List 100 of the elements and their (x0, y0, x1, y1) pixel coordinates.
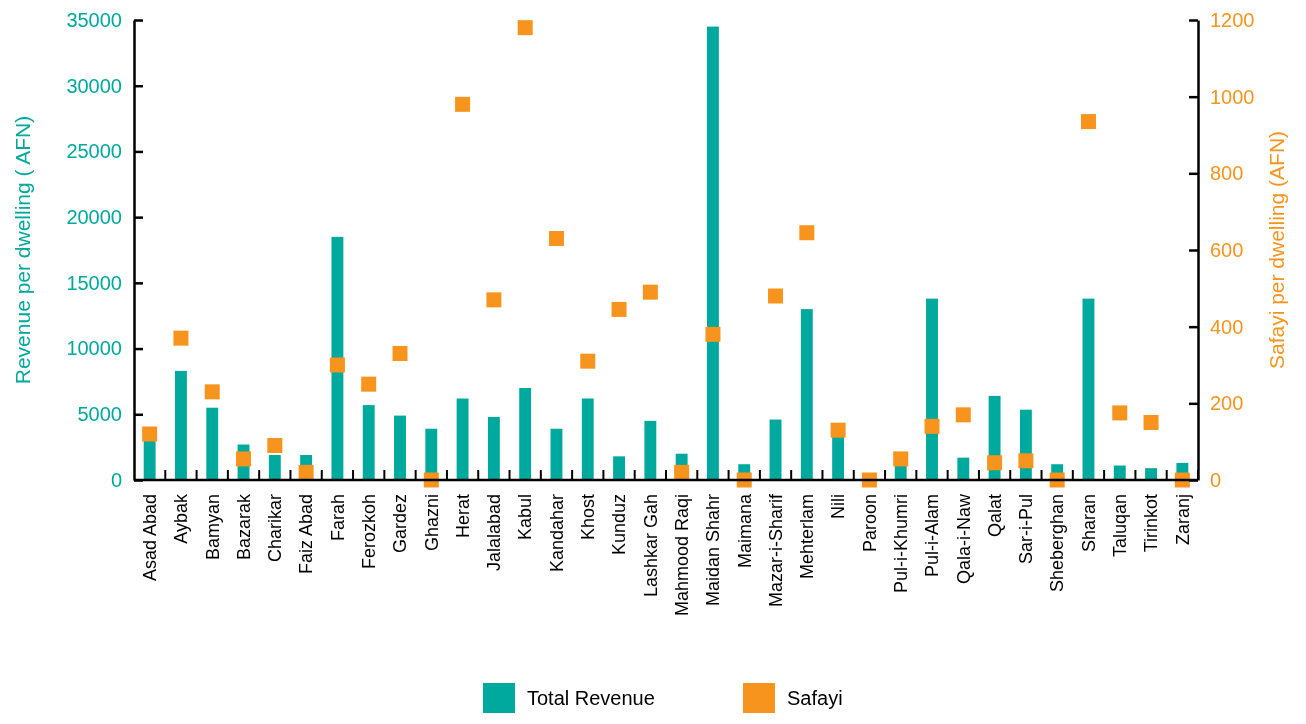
point (705, 326, 721, 342)
y2-tick-label: 200 (1210, 392, 1244, 415)
x-tick-label: Qala-i-Naw (953, 493, 974, 585)
x-tick-label: Bamyan (202, 494, 223, 561)
bar (206, 407, 219, 480)
y-tick-label: 15000 (66, 271, 122, 294)
x-tick-label: Mahmood Raqi (671, 494, 692, 617)
x-tick-label: Charikar (265, 494, 286, 563)
x-tick-label: Tirinkot (1141, 494, 1162, 553)
x-tick-label: Aybak (171, 493, 192, 544)
y2-tick-label: 0 (1210, 468, 1222, 491)
point (1080, 114, 1096, 130)
bar (550, 428, 563, 480)
bar (331, 236, 344, 480)
point (486, 292, 502, 308)
x-tick-label: Maidan Shahr (703, 494, 724, 607)
bar (175, 370, 187, 480)
x-tick-label: Asad Abad (139, 494, 160, 582)
bar (707, 26, 719, 480)
x-tick-label: Khost (578, 494, 599, 541)
y2-tick-label: 600 (1210, 238, 1244, 261)
point (955, 407, 971, 423)
x-tick-label: Sharan (1078, 494, 1099, 553)
y-axis-title: Revenue per dwelling ( AFN) (11, 115, 34, 385)
x-tick-label: Faiz Abad (296, 494, 317, 575)
x-tick-label: Kabul (515, 494, 536, 541)
bar (394, 415, 406, 480)
point (830, 422, 846, 438)
x-tick-label: Pul-i-Alam (922, 494, 943, 578)
point (329, 357, 345, 373)
y2-tick-label: 800 (1210, 162, 1244, 185)
bar (456, 398, 469, 480)
point (142, 426, 158, 442)
point (642, 284, 658, 300)
y-tick-label: 20000 (66, 206, 122, 229)
y2-tick-label: 400 (1210, 315, 1244, 338)
bar (581, 398, 594, 480)
y2-tick-label: 1000 (1210, 85, 1255, 108)
point (204, 384, 220, 400)
point (455, 96, 471, 112)
point (799, 225, 815, 241)
point (580, 353, 596, 369)
x-tick-label: Herat (452, 494, 473, 539)
point (1018, 453, 1034, 469)
x-tick-label: Paroon (859, 494, 880, 553)
x-tick-label: Kandahar (546, 494, 567, 573)
bar (487, 416, 500, 480)
point (768, 288, 784, 304)
x-tick-label: Sar-i-Pul (1016, 494, 1037, 565)
bar (1082, 298, 1095, 480)
x-tick-label: Qalat (984, 494, 1005, 538)
y-tick-label: 35000 (66, 8, 122, 31)
point (392, 346, 408, 361)
x-tick-label: Lashkar Gah (640, 494, 661, 598)
x-tick-label: Sheberghan (1047, 494, 1068, 593)
point (173, 330, 189, 346)
point (1112, 405, 1128, 421)
point (924, 418, 940, 434)
bar (926, 298, 938, 480)
x-tick-label: Mehterlam (797, 494, 818, 580)
point (517, 20, 533, 36)
bar (1113, 465, 1126, 480)
legend-label: Safayi (787, 687, 843, 709)
bar (519, 388, 532, 480)
x-tick-label: Pul-i-Khumri (891, 494, 912, 594)
x-tick-label: Farah (327, 494, 348, 542)
x-tick-label: Maimana (734, 493, 755, 569)
bar (769, 419, 782, 480)
bar (613, 456, 625, 480)
bar (268, 455, 281, 480)
legend-label: Total Revenue (527, 687, 655, 709)
x-tick-label: Nili (828, 494, 849, 519)
x-tick-label: Mazar-i-Sharif (765, 493, 786, 608)
point (893, 451, 909, 467)
point (1143, 415, 1159, 430)
x-tick-label: Bazarak (233, 493, 254, 561)
y-tick-label: 30000 (66, 74, 122, 97)
x-tick-label: Gardez (390, 494, 411, 554)
point (987, 455, 1003, 471)
bar (957, 457, 970, 480)
point (361, 376, 377, 392)
point (267, 438, 283, 453)
bar (1145, 468, 1157, 480)
y-tick-label: 10000 (66, 337, 122, 360)
point (674, 464, 690, 480)
x-tick-label: Kunduz (609, 494, 630, 556)
point (548, 231, 564, 246)
y-tick-label: 5000 (77, 403, 122, 426)
x-tick-label: Ghazni (421, 494, 442, 552)
point (236, 451, 252, 467)
x-tick-label: Jalalabad (484, 494, 505, 572)
x-tick-label: Zaranj (1172, 494, 1193, 546)
bar (644, 420, 657, 480)
point (298, 464, 314, 480)
x-tick-label: Taluqan (1110, 494, 1131, 558)
y-tick-label: 0 (110, 468, 122, 491)
bar (800, 309, 813, 480)
y2-tick-label: 1200 (1210, 8, 1255, 31)
point (611, 301, 627, 317)
y-tick-label: 25000 (66, 140, 122, 163)
